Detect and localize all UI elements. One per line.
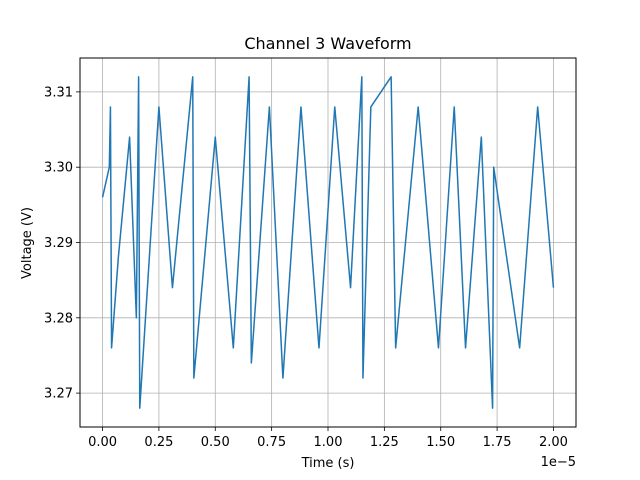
- waveform-line: [101, 76, 555, 409]
- y-axis-label: Voltage (V): [20, 207, 35, 279]
- y-tick-label: 3.30: [44, 161, 73, 176]
- y-tick-label: 3.27: [44, 387, 73, 402]
- grid: [80, 58, 576, 427]
- x-tick-label: 1.50: [426, 435, 455, 450]
- x-tick-label: 0.75: [257, 435, 286, 450]
- x-axis-label: Time (s): [301, 456, 355, 471]
- y-tick-label: 3.28: [44, 311, 73, 326]
- x-axis-ticks: 0.00 0.25 0.50 0.75 1.00 1.25 1.50 1.75 2.00: [88, 427, 568, 450]
- x-tick-label: 0.00: [88, 435, 117, 450]
- y-tick-label: 3.29: [44, 236, 73, 251]
- x-tick-label: 0.50: [201, 435, 230, 450]
- y-axis-ticks: 3.27 3.28 3.29 3.30 3.31: [44, 85, 80, 402]
- x-axis-offset-label: 1e−5: [541, 455, 576, 470]
- x-tick-label: 1.00: [314, 435, 343, 450]
- chart-title: Channel 3 Waveform: [244, 34, 411, 53]
- x-tick-label: 1.25: [370, 435, 399, 450]
- y-tick-label: 3.31: [44, 85, 73, 100]
- x-tick-label: 1.75: [483, 435, 512, 450]
- x-tick-label: 2.00: [539, 435, 568, 450]
- x-tick-label: 0.25: [144, 435, 173, 450]
- waveform-series: [101, 76, 555, 409]
